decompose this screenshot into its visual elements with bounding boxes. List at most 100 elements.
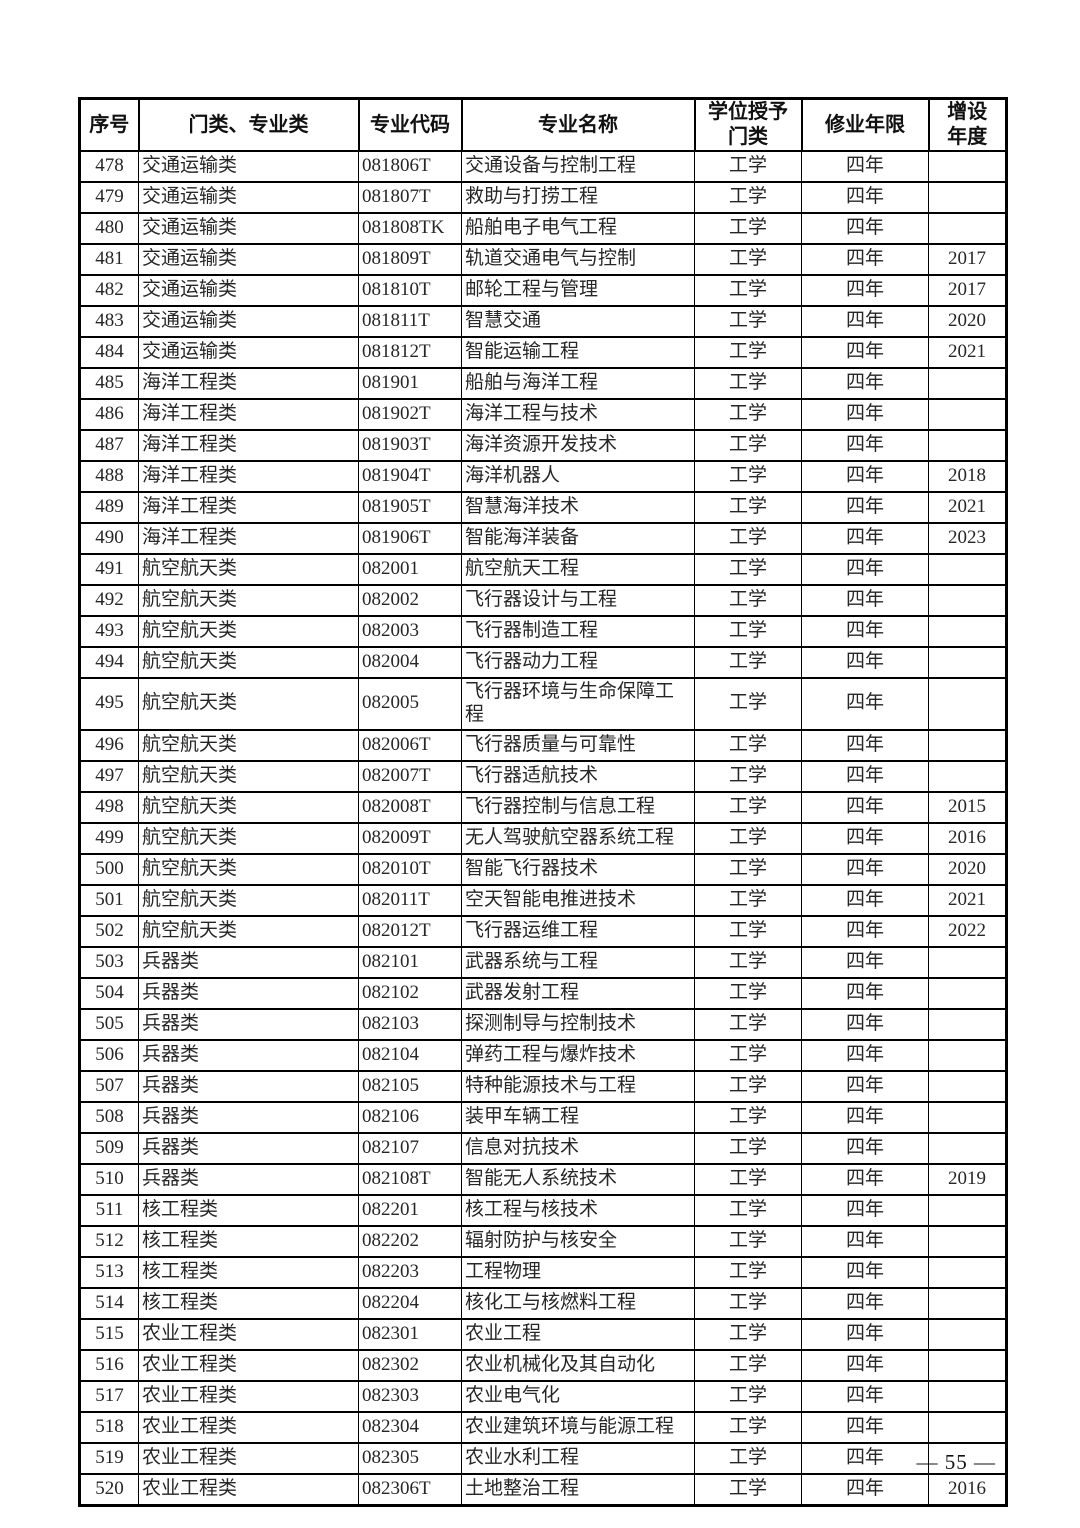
degree-category-cell: 工学	[694, 1224, 802, 1258]
table-row: 482 交通运输类 081810T 邮轮工程与管理 工学 四年 2017	[79, 274, 1007, 307]
year-added-cell	[928, 1007, 1007, 1041]
degree-category-cell: 工学	[694, 584, 802, 617]
row-number-cell: 496	[79, 728, 139, 762]
table-row: 516 农业工程类 082302 农业机械化及其自动化 工学 四年	[79, 1348, 1007, 1382]
category-cell: 航空航天类	[138, 728, 359, 762]
major-name-cell: 农业工程	[461, 1317, 695, 1351]
category-cell: 航空航天类	[138, 790, 359, 824]
degree-category-cell: 工学	[694, 429, 802, 462]
category-cell: 兵器类	[138, 1038, 359, 1072]
row-number-cell: 502	[79, 914, 139, 948]
major-name-cell: 农业水利工程	[461, 1441, 695, 1475]
study-duration-cell: 四年	[801, 150, 929, 183]
category-cell: 航空航天类	[138, 584, 359, 617]
study-duration-cell: 四年	[801, 460, 929, 493]
category-cell: 兵器类	[138, 976, 359, 1010]
major-code-cell: 082004	[358, 646, 462, 679]
table-row: 480 交通运输类 081808TK 船舶电子电气工程 工学 四年	[79, 212, 1007, 245]
major-code-cell: 082204	[358, 1286, 462, 1320]
major-name-cell: 船舶电子电气工程	[461, 212, 695, 245]
degree-category-cell: 工学	[694, 553, 802, 586]
degree-category-cell: 工学	[694, 759, 802, 793]
table-row: 510 兵器类 082108T 智能无人系统技术 工学 四年 2019	[79, 1162, 1007, 1196]
year-added-cell	[928, 1441, 1007, 1475]
table-row: 486 海洋工程类 081902T 海洋工程与技术 工学 四年	[79, 398, 1007, 431]
study-duration-cell: 四年	[801, 1193, 929, 1227]
major-code-cell: 082005	[358, 677, 462, 731]
category-cell: 农业工程类	[138, 1441, 359, 1475]
degree-category-cell: 工学	[694, 945, 802, 979]
major-name-cell: 智慧交通	[461, 305, 695, 338]
study-duration-cell: 四年	[801, 1224, 929, 1258]
study-duration-cell: 四年	[801, 1441, 929, 1475]
row-number-cell: 498	[79, 790, 139, 824]
major-code-cell: 081810T	[358, 274, 462, 307]
row-number-cell: 514	[79, 1286, 139, 1320]
table-row: 517 农业工程类 082303 农业电气化 工学 四年	[79, 1379, 1007, 1413]
table-row: 484 交通运输类 081812T 智能运输工程 工学 四年 2021	[79, 336, 1007, 369]
major-name-cell: 土地整治工程	[461, 1472, 695, 1507]
row-number-cell: 505	[79, 1007, 139, 1041]
study-duration-cell: 四年	[801, 491, 929, 524]
table-row: 493 航空航天类 082003 飞行器制造工程 工学 四年	[79, 615, 1007, 648]
table-row: 489 海洋工程类 081905T 智慧海洋技术 工学 四年 2021	[79, 491, 1007, 524]
year-added-cell	[928, 728, 1007, 762]
study-duration-cell: 四年	[801, 522, 929, 555]
degree-category-cell: 工学	[694, 336, 802, 369]
column-header-degree-category: 学位授予 门类	[693, 97, 803, 152]
row-number-cell: 487	[79, 429, 139, 462]
major-name-cell: 智能运输工程	[461, 336, 695, 369]
table-row: 511 核工程类 082201 核工程与核技术 工学 四年	[79, 1193, 1007, 1227]
study-duration-cell: 四年	[801, 367, 929, 400]
study-duration-cell: 四年	[801, 677, 929, 731]
category-cell: 航空航天类	[138, 615, 359, 648]
year-added-cell	[928, 945, 1007, 979]
study-duration-cell: 四年	[801, 584, 929, 617]
major-code-cell: 082008T	[358, 790, 462, 824]
category-cell: 农业工程类	[138, 1317, 359, 1351]
degree-category-cell: 工学	[694, 1286, 802, 1320]
page-number: — 55 —	[916, 1450, 996, 1474]
degree-category-cell: 工学	[694, 1131, 802, 1165]
year-added-cell: 2020	[928, 305, 1007, 338]
table-row: 485 海洋工程类 081901 船舶与海洋工程 工学 四年	[79, 367, 1007, 400]
category-cell: 交通运输类	[138, 336, 359, 369]
major-name-cell: 核化工与核燃料工程	[461, 1286, 695, 1320]
year-added-cell	[928, 677, 1007, 731]
row-number-cell: 517	[79, 1379, 139, 1413]
table-row: 501 航空航天类 082011T 空天智能电推进技术 工学 四年 2021	[79, 883, 1007, 917]
major-code-cell: 081906T	[358, 522, 462, 555]
degree-category-cell: 工学	[694, 460, 802, 493]
row-number-cell: 497	[79, 759, 139, 793]
category-cell: 核工程类	[138, 1255, 359, 1289]
degree-category-cell: 工学	[694, 646, 802, 679]
row-number-cell: 494	[79, 646, 139, 679]
major-name-cell: 邮轮工程与管理	[461, 274, 695, 307]
major-name-cell: 航空航天工程	[461, 553, 695, 586]
degree-category-cell: 工学	[694, 1007, 802, 1041]
major-code-cell: 082009T	[358, 821, 462, 855]
category-cell: 兵器类	[138, 945, 359, 979]
study-duration-cell: 四年	[801, 976, 929, 1010]
year-added-cell	[928, 1224, 1007, 1258]
study-duration-cell: 四年	[801, 945, 929, 979]
degree-category-cell: 工学	[694, 212, 802, 245]
degree-category-cell: 工学	[694, 1317, 802, 1351]
year-added-cell	[928, 398, 1007, 431]
degree-category-cell: 工学	[694, 491, 802, 524]
major-code-cell: 082105	[358, 1069, 462, 1103]
major-name-cell: 智能飞行器技术	[461, 852, 695, 886]
major-name-cell: 飞行器动力工程	[461, 646, 695, 679]
major-name-cell: 工程物理	[461, 1255, 695, 1289]
major-code-cell: 082012T	[358, 914, 462, 948]
category-cell: 兵器类	[138, 1162, 359, 1196]
major-code-cell: 082202	[358, 1224, 462, 1258]
year-added-cell	[928, 1131, 1007, 1165]
table-row: 514 核工程类 082204 核化工与核燃料工程 工学 四年	[79, 1286, 1007, 1320]
degree-category-cell: 工学	[694, 1162, 802, 1196]
row-number-cell: 495	[79, 677, 139, 731]
major-code-cell: 081806T	[358, 150, 462, 183]
major-code-cell: 082007T	[358, 759, 462, 793]
major-name-cell: 探测制导与控制技术	[461, 1007, 695, 1041]
major-code-cell: 082002	[358, 584, 462, 617]
